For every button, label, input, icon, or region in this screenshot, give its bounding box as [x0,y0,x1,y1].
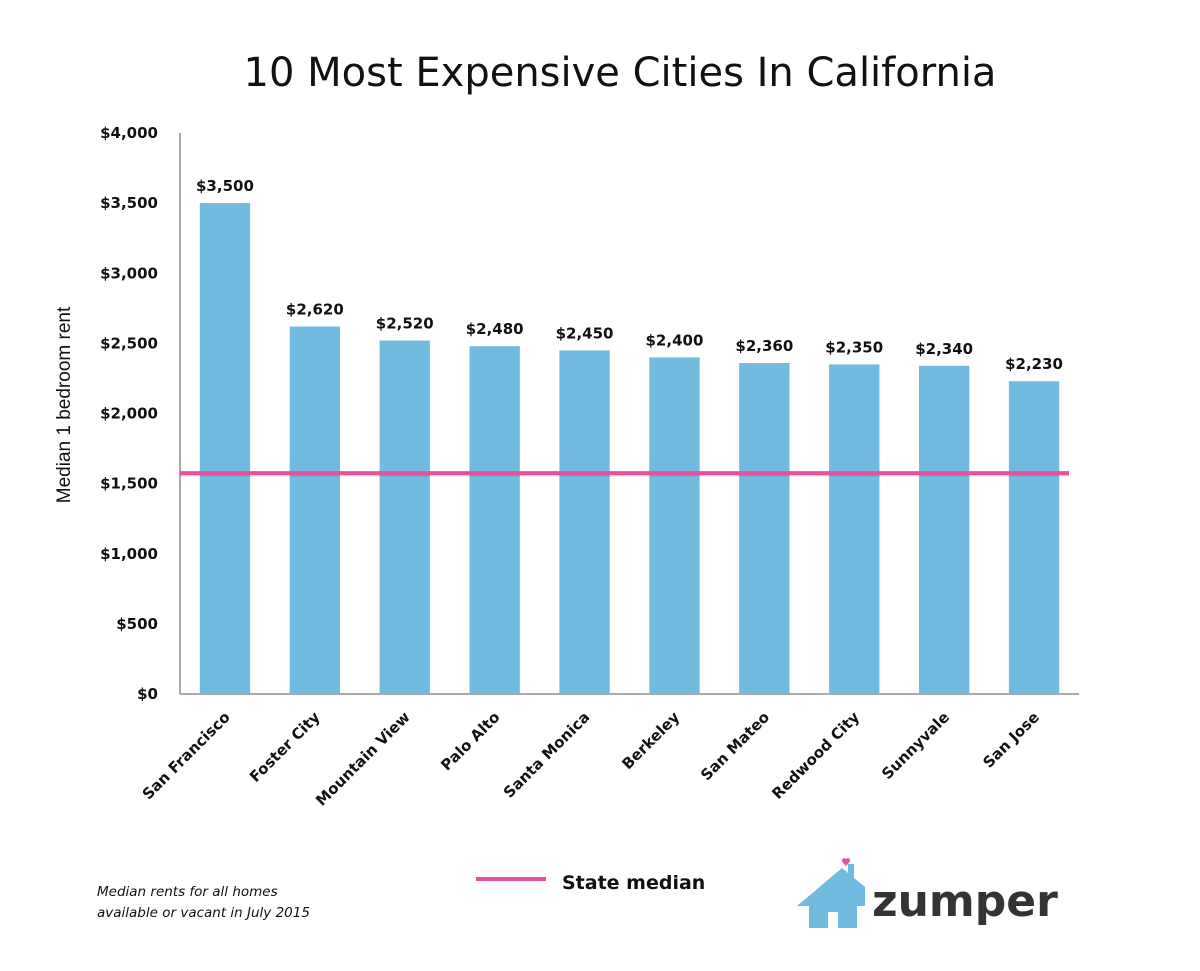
data-label: $2,230 [1005,355,1063,373]
x-tick-label: Santa Monica [500,708,593,801]
bar [739,363,790,694]
bar [649,357,700,694]
data-label: $2,360 [735,337,793,355]
bar [559,350,610,694]
x-tick-label: Palo Alto [437,708,503,774]
y-tick-label: $500 [116,615,158,633]
x-tick-label: Mountain View [312,708,414,810]
bar [1008,381,1060,694]
bar [918,365,970,694]
legend-label-state-median: State median [562,872,705,894]
data-label: $2,400 [646,331,704,349]
footnote-line-2: available or vacant in July 2015 [97,905,310,921]
x-tick-label: San Francisco [139,708,234,803]
brand-name: zumper [872,876,1058,927]
y-tick-label: $0 [137,685,158,703]
y-tick-label: $2,500 [100,334,158,352]
y-axis-ticks: $0 $500 $1,000 $1,500 $2,000 $2,500 $3,000 $3,5… [100,124,158,703]
data-labels: $3,500 $2,620 $2,520 $2,480 $2,450 $2,400 $2,3… [196,177,1063,373]
footnote: Median rents for all homes available or … [97,884,310,921]
data-label: $2,450 [556,324,614,342]
bar [379,340,430,694]
heart-icon [842,858,850,866]
y-tick-label: $1,500 [100,475,158,493]
x-tick-label: Redwood City [768,708,863,803]
data-label: $2,480 [466,320,524,338]
bar [469,346,520,694]
y-tick-label: $3,500 [100,194,158,212]
data-label: $2,620 [286,301,344,319]
y-tick-label: $3,000 [100,264,158,282]
y-tick-label: $1,000 [100,545,158,563]
bar [829,364,880,694]
data-label: $3,500 [196,177,254,195]
bar [199,203,251,694]
x-tick-label: Berkeley [618,708,683,773]
legend: State median [476,872,705,894]
x-tick-label: San Jose [979,708,1043,772]
data-label: $2,340 [915,340,973,358]
x-tick-label: Sunnyvale [878,708,953,783]
data-label: $2,350 [825,338,883,356]
footnote-line-1: Median rents for all homes [97,884,278,900]
y-tick-label: $2,000 [100,405,158,423]
house-heart-icon [797,858,865,928]
house-icon [797,864,865,928]
chart-title: 10 Most Expensive Cities In California [244,50,997,96]
state-median-line-group [180,471,1069,477]
y-tick-label: $4,000 [100,124,158,142]
x-tick-label: San Mateo [697,708,773,784]
x-tick-label: Foster City [246,708,324,786]
data-label: $2,520 [376,315,434,333]
zumper-logo: zumper [797,858,1058,928]
y-axis-label: Median 1 bedroom rent [54,306,75,503]
bar [289,326,341,694]
bars [199,203,1060,694]
